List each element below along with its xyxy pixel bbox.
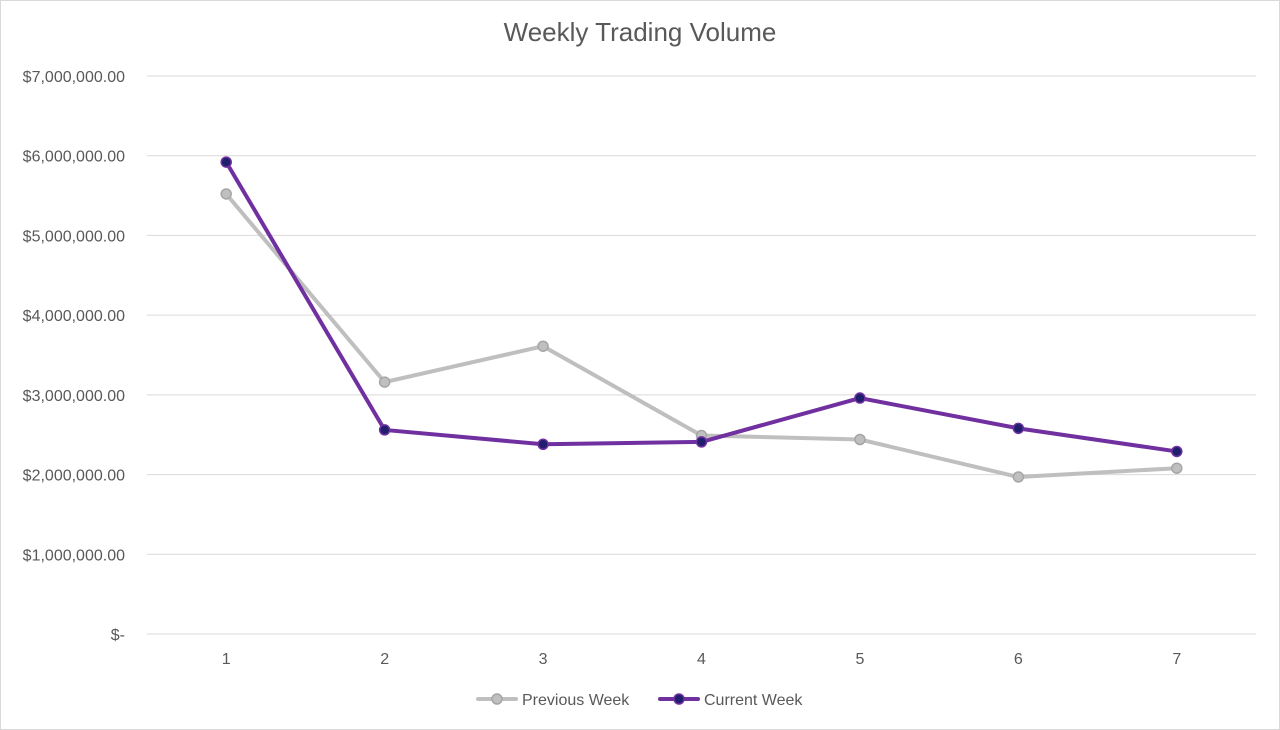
series-current-week — [220, 156, 1183, 458]
data-point[interactable] — [1012, 471, 1025, 483]
legend: Previous Week Current Week — [476, 692, 803, 709]
legend-swatch-marker — [673, 693, 685, 705]
y-tick-label: $1,000,000.00 — [23, 547, 125, 564]
data-point[interactable] — [378, 376, 391, 388]
x-tick-label: 1 — [222, 651, 231, 668]
x-tick-label: 7 — [1172, 651, 1181, 668]
data-point[interactable] — [378, 424, 391, 436]
data-point[interactable] — [695, 436, 708, 448]
legend-label: Previous Week — [522, 692, 630, 709]
x-tick-label: 6 — [1014, 651, 1023, 668]
y-tick-label: $3,000,000.00 — [23, 388, 125, 405]
y-tick-label: $7,000,000.00 — [23, 69, 125, 86]
y-tick-label: $- — [111, 627, 125, 644]
series-line — [224, 160, 1179, 454]
x-tick-label: 4 — [697, 651, 706, 668]
data-point[interactable] — [854, 392, 866, 404]
x-tick-label: 5 — [855, 651, 864, 668]
data-point[interactable] — [537, 340, 549, 352]
chart-title: Weekly Trading Volume — [503, 17, 777, 47]
data-point[interactable] — [537, 438, 549, 451]
x-axis-ticks: 1 2 3 4 5 6 7 — [222, 651, 1182, 668]
x-tick-label: 2 — [380, 651, 389, 668]
y-tick-label: $4,000,000.00 — [23, 308, 125, 325]
y-tick-label: $5,000,000.00 — [23, 228, 125, 245]
legend-item[interactable]: Previous Week — [476, 692, 630, 709]
series-previous-week — [220, 188, 1183, 483]
legend-label: Current Week — [704, 692, 803, 709]
data-point[interactable] — [1012, 422, 1025, 435]
gridlines — [147, 75, 1256, 635]
y-tick-label: $6,000,000.00 — [23, 149, 125, 166]
data-point[interactable] — [854, 433, 866, 446]
legend-swatch-marker — [491, 693, 503, 705]
y-tick-label: $2,000,000.00 — [23, 468, 125, 485]
y-axis-ticks: $- $1,000,000.00 $2,000,000.00 $3,000,000.0… — [23, 69, 125, 644]
data-point[interactable] — [220, 156, 232, 168]
legend-item[interactable]: Current Week — [658, 692, 803, 709]
x-tick-label: 3 — [539, 651, 548, 668]
series-group — [220, 156, 1183, 483]
data-point[interactable] — [1171, 462, 1183, 474]
data-point[interactable] — [1171, 445, 1183, 458]
data-point[interactable] — [220, 188, 232, 200]
